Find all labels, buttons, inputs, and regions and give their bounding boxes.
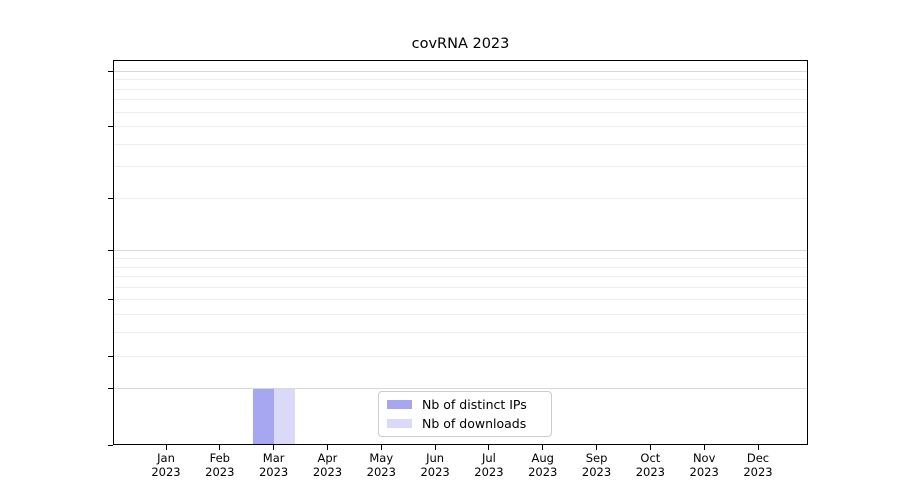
x-tick-label: Sep 2023 [581, 451, 612, 479]
x-tick-label: Oct 2023 [635, 451, 665, 479]
x-tick-mark [434, 445, 436, 450]
plot-area [113, 60, 808, 445]
x-tick-mark [488, 445, 490, 450]
gridline-minor [113, 355, 808, 357]
x-tick-mark [542, 445, 544, 450]
x-tick-label: Jan 2023 [151, 451, 181, 479]
gridline-minor [113, 276, 808, 278]
x-tick-label: Mar 2023 [258, 451, 289, 479]
chart-title: covRNA 2023 [411, 36, 510, 52]
gridline-minor [113, 166, 808, 168]
gridline-minor [113, 99, 808, 101]
gridline-minor [113, 286, 808, 288]
x-tick-mark [649, 445, 651, 450]
x-tick-mark [273, 445, 275, 450]
gridline-major [113, 250, 808, 252]
x-tick-mark [219, 445, 221, 450]
x-tick-mark [703, 445, 705, 450]
gridline-minor [113, 126, 808, 128]
legend-swatch-downloads [387, 418, 412, 428]
y-tick-mark [108, 126, 113, 128]
x-tick-label: Nov 2023 [689, 451, 719, 479]
x-tick-label: Dec 2023 [743, 451, 773, 479]
x-tick-mark [757, 445, 759, 450]
x-tick-label: May 2023 [366, 451, 396, 479]
legend-label-downloads: Nb of downloads [422, 415, 527, 431]
gridline-minor [113, 143, 808, 145]
x-tick-mark [326, 445, 328, 450]
x-tick-mark [165, 445, 167, 450]
gridline-minor [113, 197, 808, 199]
gridline-minor [113, 258, 808, 259]
x-tick-label: Feb 2023 [205, 451, 235, 479]
y-tick-mark [108, 70, 113, 72]
gridline-minor [113, 266, 808, 268]
gridline-minor [113, 332, 808, 334]
y-tick-mark [108, 355, 113, 357]
bar-distinct-ips [252, 388, 274, 445]
y-tick-mark [108, 299, 113, 301]
y-tick-mark [108, 388, 113, 390]
bar-downloads [273, 388, 295, 445]
y-tick-mark [108, 444, 113, 446]
x-tick-label: Jun 2023 [420, 451, 450, 479]
legend-item-distinct-ips: Nb of distinct IPs [387, 397, 543, 412]
x-tick-label: Jul 2023 [474, 451, 504, 479]
gridline-major [113, 388, 808, 390]
y-tick-mark [108, 250, 113, 252]
y-tick-mark [108, 197, 113, 199]
gridline-minor [113, 88, 808, 90]
legend-label-distinct-ips: Nb of distinct IPs [422, 397, 527, 413]
legend-swatch-distinct-ips [387, 400, 412, 410]
gridline-minor [113, 79, 808, 81]
legend: Nb of distinct IPs Nb of downloads [378, 391, 552, 437]
gridline-minor [113, 299, 808, 301]
gridline-major [113, 70, 808, 72]
x-tick-label: Apr 2023 [312, 451, 343, 479]
x-tick-label: Aug 2023 [528, 451, 558, 479]
x-tick-mark [380, 445, 382, 450]
x-tick-mark [596, 445, 598, 450]
legend-item-downloads: Nb of downloads [387, 416, 543, 431]
gridline-minor [113, 111, 808, 113]
gridline-minor [113, 314, 808, 316]
